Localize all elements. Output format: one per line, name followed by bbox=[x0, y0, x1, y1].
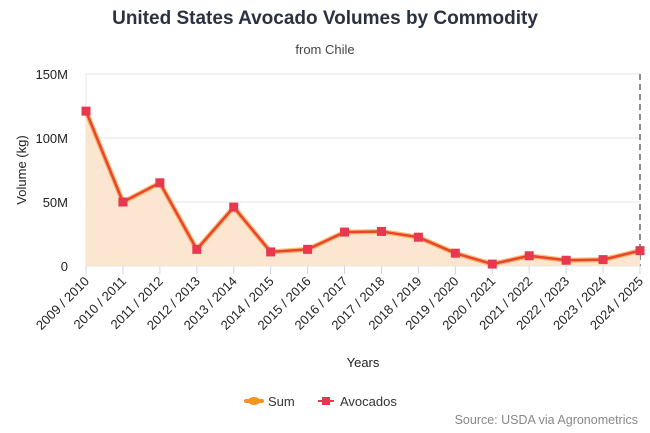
avocados-point bbox=[192, 244, 202, 254]
avocados-point bbox=[229, 202, 239, 212]
sum-area bbox=[86, 111, 640, 267]
avocados-point bbox=[155, 178, 165, 188]
avocados-point bbox=[81, 106, 91, 116]
avocados-point bbox=[635, 246, 645, 256]
avocados-point bbox=[266, 247, 276, 257]
source-credit[interactable]: Source: USDA via Agronometrics bbox=[454, 413, 638, 427]
x-axis-title: Years bbox=[347, 355, 380, 370]
y-tick-label: 50M bbox=[43, 195, 68, 210]
y-tick-label: 100M bbox=[35, 131, 68, 146]
avocados-point bbox=[598, 255, 608, 265]
avocados-point bbox=[561, 255, 571, 265]
legend-sum-label: Sum bbox=[268, 394, 295, 409]
legend-avocados-label: Avocados bbox=[340, 394, 397, 409]
avocados-point bbox=[376, 226, 386, 236]
avocados-line bbox=[84, 110, 641, 266]
y-tick-label: 150M bbox=[35, 67, 68, 82]
avocados-point bbox=[118, 197, 128, 207]
y-axis-title: Volume (kg) bbox=[14, 135, 29, 204]
legend-avocados-marker bbox=[322, 397, 330, 405]
chart-subtitle: from Chile bbox=[295, 42, 355, 57]
legend-sum-marker bbox=[248, 397, 260, 405]
avocados-point bbox=[340, 227, 350, 237]
avocados-point bbox=[487, 259, 497, 269]
y-tick-label: 0 bbox=[61, 259, 68, 274]
avocados-point bbox=[524, 251, 534, 261]
avocados-point bbox=[450, 248, 460, 258]
chart-title: United States Avocado Volumes by Commodi… bbox=[112, 8, 538, 29]
avocados-point bbox=[303, 244, 313, 254]
avocados-point bbox=[413, 232, 423, 242]
